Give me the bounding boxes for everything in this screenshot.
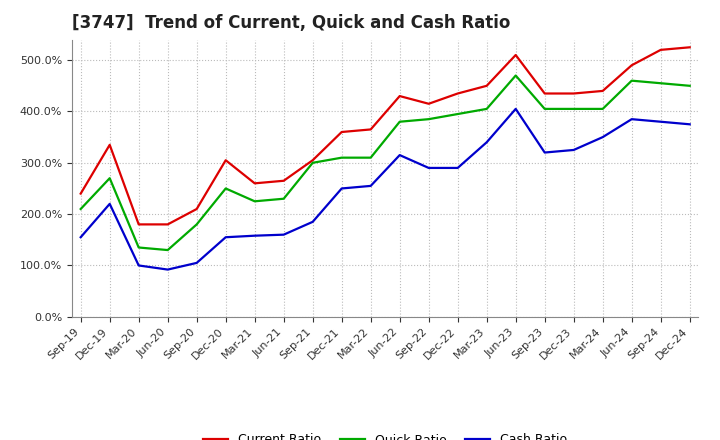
Cash Ratio bbox=[541, 150, 549, 155]
Quick Ratio bbox=[541, 106, 549, 111]
Current Ratio bbox=[627, 62, 636, 68]
Quick Ratio bbox=[598, 106, 607, 111]
Quick Ratio bbox=[454, 111, 462, 117]
Quick Ratio bbox=[511, 73, 520, 78]
Current Ratio bbox=[251, 181, 259, 186]
Current Ratio bbox=[366, 127, 375, 132]
Quick Ratio bbox=[192, 222, 201, 227]
Line: Cash Ratio: Cash Ratio bbox=[81, 109, 690, 270]
Cash Ratio bbox=[657, 119, 665, 125]
Cash Ratio bbox=[424, 165, 433, 171]
Current Ratio bbox=[657, 47, 665, 52]
Current Ratio bbox=[76, 191, 85, 196]
Current Ratio bbox=[105, 142, 114, 147]
Quick Ratio bbox=[221, 186, 230, 191]
Line: Current Ratio: Current Ratio bbox=[81, 47, 690, 224]
Cash Ratio bbox=[105, 201, 114, 206]
Current Ratio bbox=[424, 101, 433, 106]
Legend: Current Ratio, Quick Ratio, Cash Ratio: Current Ratio, Quick Ratio, Cash Ratio bbox=[198, 429, 572, 440]
Cash Ratio bbox=[366, 183, 375, 188]
Cash Ratio bbox=[338, 186, 346, 191]
Cash Ratio bbox=[685, 121, 694, 127]
Cash Ratio bbox=[279, 232, 288, 237]
Current Ratio bbox=[570, 91, 578, 96]
Quick Ratio bbox=[308, 160, 317, 165]
Quick Ratio bbox=[338, 155, 346, 160]
Current Ratio bbox=[685, 44, 694, 50]
Current Ratio bbox=[135, 222, 143, 227]
Cash Ratio bbox=[221, 235, 230, 240]
Quick Ratio bbox=[657, 81, 665, 86]
Cash Ratio bbox=[192, 260, 201, 265]
Quick Ratio bbox=[251, 198, 259, 204]
Cash Ratio bbox=[163, 267, 172, 272]
Line: Quick Ratio: Quick Ratio bbox=[81, 76, 690, 250]
Current Ratio bbox=[279, 178, 288, 183]
Current Ratio bbox=[338, 129, 346, 135]
Cash Ratio bbox=[598, 135, 607, 140]
Quick Ratio bbox=[685, 83, 694, 88]
Quick Ratio bbox=[395, 119, 404, 125]
Cash Ratio bbox=[308, 219, 317, 224]
Current Ratio bbox=[308, 158, 317, 163]
Quick Ratio bbox=[366, 155, 375, 160]
Current Ratio bbox=[598, 88, 607, 94]
Cash Ratio bbox=[482, 139, 491, 145]
Current Ratio bbox=[511, 52, 520, 58]
Current Ratio bbox=[454, 91, 462, 96]
Current Ratio bbox=[221, 158, 230, 163]
Cash Ratio bbox=[76, 235, 85, 240]
Quick Ratio bbox=[105, 176, 114, 181]
Quick Ratio bbox=[76, 206, 85, 212]
Cash Ratio bbox=[395, 152, 404, 158]
Cash Ratio bbox=[251, 233, 259, 238]
Quick Ratio bbox=[163, 247, 172, 253]
Current Ratio bbox=[395, 93, 404, 99]
Current Ratio bbox=[163, 222, 172, 227]
Quick Ratio bbox=[482, 106, 491, 111]
Current Ratio bbox=[192, 206, 201, 212]
Quick Ratio bbox=[135, 245, 143, 250]
Cash Ratio bbox=[511, 106, 520, 111]
Quick Ratio bbox=[424, 117, 433, 122]
Cash Ratio bbox=[135, 263, 143, 268]
Quick Ratio bbox=[570, 106, 578, 111]
Cash Ratio bbox=[627, 117, 636, 122]
Current Ratio bbox=[541, 91, 549, 96]
Quick Ratio bbox=[627, 78, 636, 83]
Quick Ratio bbox=[279, 196, 288, 202]
Current Ratio bbox=[482, 83, 491, 88]
Cash Ratio bbox=[454, 165, 462, 171]
Cash Ratio bbox=[570, 147, 578, 153]
Text: [3747]  Trend of Current, Quick and Cash Ratio: [3747] Trend of Current, Quick and Cash … bbox=[72, 15, 510, 33]
